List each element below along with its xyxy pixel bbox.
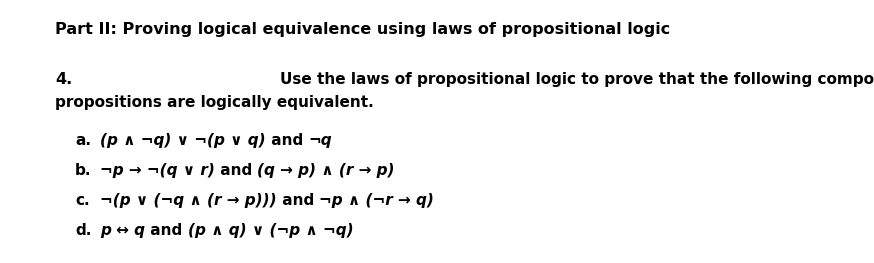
Text: propositions are logically equivalent.: propositions are logically equivalent. xyxy=(55,95,374,110)
Text: (p ∧ q) ∨ (¬p ∧ ¬q): (p ∧ q) ∨ (¬p ∧ ¬q) xyxy=(188,223,353,238)
Text: b.: b. xyxy=(75,163,92,178)
Text: Part II: Proving logical equivalence using laws of propositional logic: Part II: Proving logical equivalence usi… xyxy=(55,22,670,37)
Text: and: and xyxy=(277,193,319,208)
Text: c.: c. xyxy=(75,193,90,208)
Text: Use the laws of propositional logic to prove that the following compound: Use the laws of propositional logic to p… xyxy=(280,72,874,87)
Text: ¬(p ∨ (¬q ∧ (r → p))): ¬(p ∨ (¬q ∧ (r → p))) xyxy=(100,193,277,208)
Text: 4.: 4. xyxy=(55,72,73,87)
Text: and: and xyxy=(266,133,309,148)
Text: a.: a. xyxy=(75,133,91,148)
Text: (p ∧ ¬q) ∨ ¬(p ∨ q): (p ∧ ¬q) ∨ ¬(p ∨ q) xyxy=(100,133,266,148)
Text: ¬q: ¬q xyxy=(309,133,332,148)
Text: (q → p) ∧ (r → p): (q → p) ∧ (r → p) xyxy=(257,163,395,178)
Text: d.: d. xyxy=(75,223,92,238)
Text: p ↔ q: p ↔ q xyxy=(100,223,145,238)
Text: ¬p ∧ (¬r → q): ¬p ∧ (¬r → q) xyxy=(319,193,434,208)
Text: and: and xyxy=(215,163,257,178)
Text: and: and xyxy=(145,223,188,238)
Text: ¬p → ¬(q ∨ r): ¬p → ¬(q ∨ r) xyxy=(100,163,215,178)
